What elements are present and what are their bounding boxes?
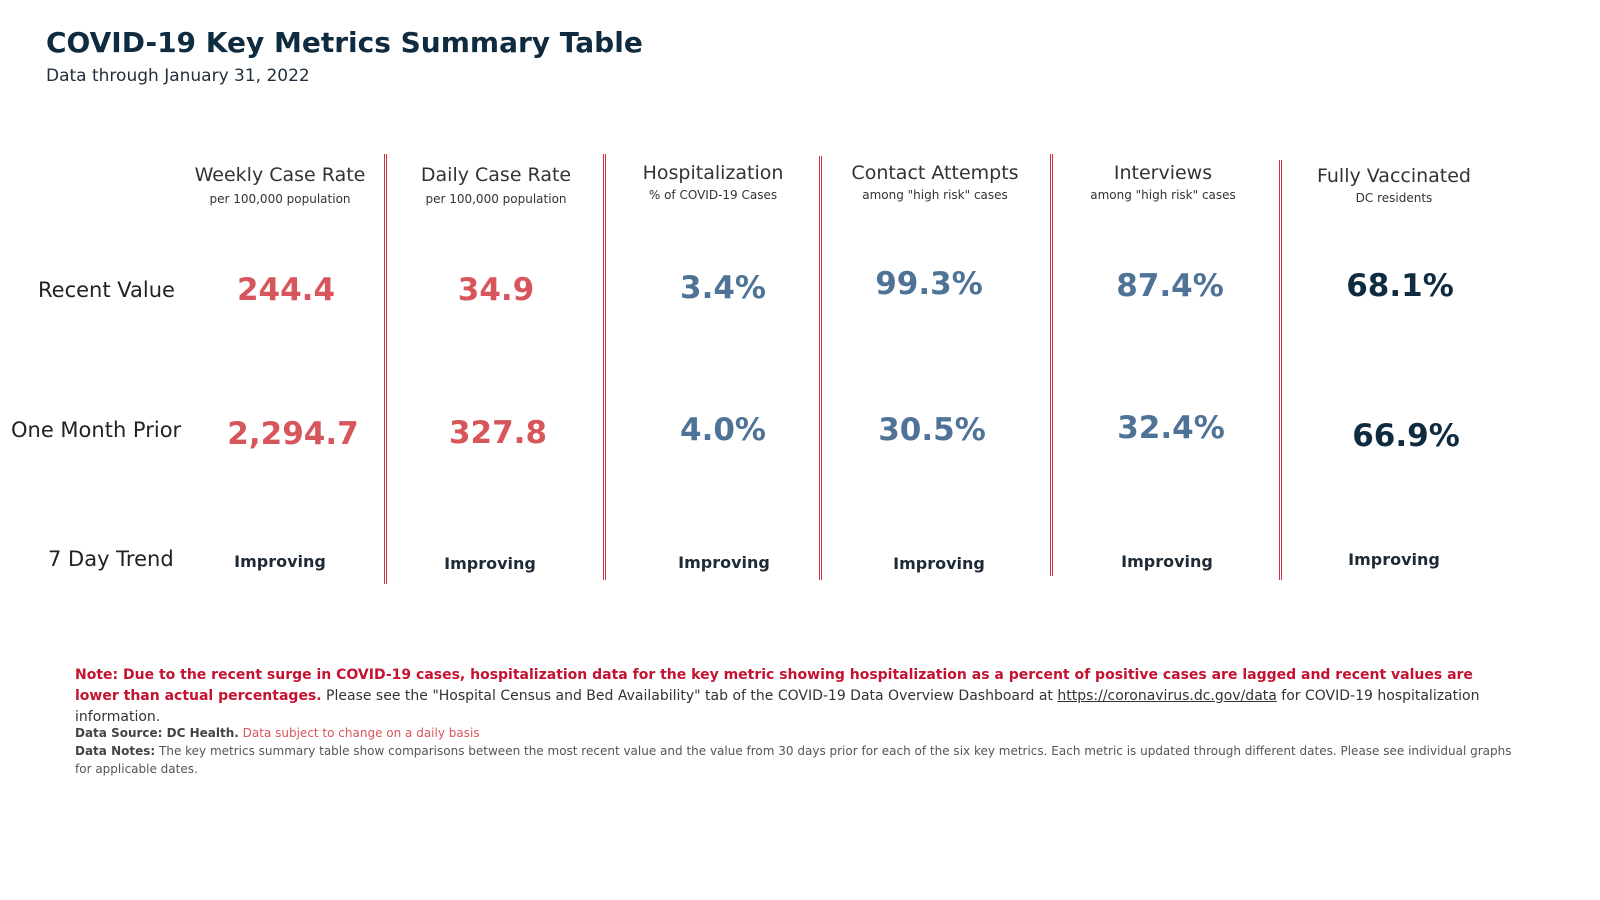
row-label-prior: One Month Prior	[11, 418, 182, 442]
metric-name: Hospitalization	[642, 162, 784, 184]
metric-trend: Improving	[234, 552, 326, 571]
metric-name: Interviews	[1113, 162, 1213, 184]
notes-text: The key metrics summary table show compa…	[75, 744, 1512, 776]
metric-column-daily-case-rate: Daily Case Rate per 100,000 population 3…	[386, 150, 606, 590]
note-text-after: for COVID-19 hospitalization information…	[75, 688, 1480, 725]
page-subtitle: Data through January 31, 2022	[46, 66, 310, 86]
metric-subtitle: per 100,000 population	[209, 192, 351, 206]
metric-recent-value: 87.4%	[1116, 268, 1224, 304]
metric-trend: Improving	[444, 554, 536, 573]
metric-recent-value: 3.4%	[680, 270, 766, 306]
data-source: Data Source: DC Health. Data subject to …	[75, 724, 1515, 778]
metric-recent-value: 34.9	[457, 272, 535, 308]
metric-recent-value: 68.1%	[1346, 268, 1454, 304]
metric-name: Weekly Case Rate	[194, 164, 366, 186]
metric-column-contact-attempts: Contact Attempts among "high risk" cases…	[825, 150, 1045, 590]
metric-subtitle: per 100,000 population	[425, 192, 567, 206]
metric-recent-value: 244.4	[236, 272, 336, 308]
row-label-trend: 7 Day Trend	[48, 547, 174, 571]
metric-name: Fully Vaccinated	[1317, 165, 1471, 187]
metric-prior-value: 4.0%	[680, 412, 766, 448]
page-title: COVID-19 Key Metrics Summary Table	[46, 26, 643, 59]
dashboard-link[interactable]: https://coronavirus.dc.gov/data	[1057, 688, 1277, 704]
column-divider	[384, 154, 387, 584]
metric-subtitle: among "high risk" cases	[862, 188, 1008, 202]
column-divider	[603, 154, 606, 580]
metric-trend: Improving	[1348, 550, 1440, 569]
source-label: Data Source: DC Health.	[75, 726, 239, 740]
metric-prior-value: 66.9%	[1352, 418, 1460, 454]
metric-prior-value: 30.5%	[878, 412, 986, 448]
hospitalization-note: Note: Due to the recent surge in COVID-1…	[75, 665, 1495, 728]
metric-subtitle: % of COVID-19 Cases	[648, 188, 778, 202]
source-caveat: Data subject to change on a daily basis	[242, 726, 480, 740]
notes-label: Data Notes:	[75, 744, 156, 758]
metric-prior-value: 2,294.7	[227, 416, 359, 452]
metric-trend: Improving	[893, 554, 985, 573]
metric-prior-value: 32.4%	[1117, 410, 1225, 446]
row-label-recent: Recent Value	[38, 278, 175, 302]
metric-column-interviews: Interviews among "high risk" cases 87.4%…	[1053, 150, 1273, 590]
column-divider	[819, 156, 822, 580]
metric-prior-value: 327.8	[448, 415, 548, 451]
metric-name: Contact Attempts	[851, 162, 1019, 184]
metric-trend: Improving	[1121, 552, 1213, 571]
note-warning: Note: Due to the recent surge in COVID-1…	[75, 667, 1473, 704]
metric-subtitle: among "high risk" cases	[1090, 188, 1236, 202]
metric-column-hospitalization: Hospitalization % of COVID-19 Cases 3.4%…	[603, 150, 823, 590]
metric-column-weekly-case-rate: Weekly Case Rate per 100,000 population …	[170, 150, 390, 590]
metric-name: Daily Case Rate	[420, 164, 572, 186]
metric-column-fully-vaccinated: Fully Vaccinated DC residents 68.1% 66.9…	[1284, 150, 1504, 590]
metric-subtitle: DC residents	[1355, 191, 1433, 205]
column-divider	[1050, 154, 1053, 576]
metric-recent-value: 99.3%	[875, 266, 983, 302]
metric-trend: Improving	[678, 553, 770, 572]
note-text: Please see the "Hospital Census and Bed …	[326, 688, 1053, 704]
column-divider	[1279, 160, 1282, 580]
